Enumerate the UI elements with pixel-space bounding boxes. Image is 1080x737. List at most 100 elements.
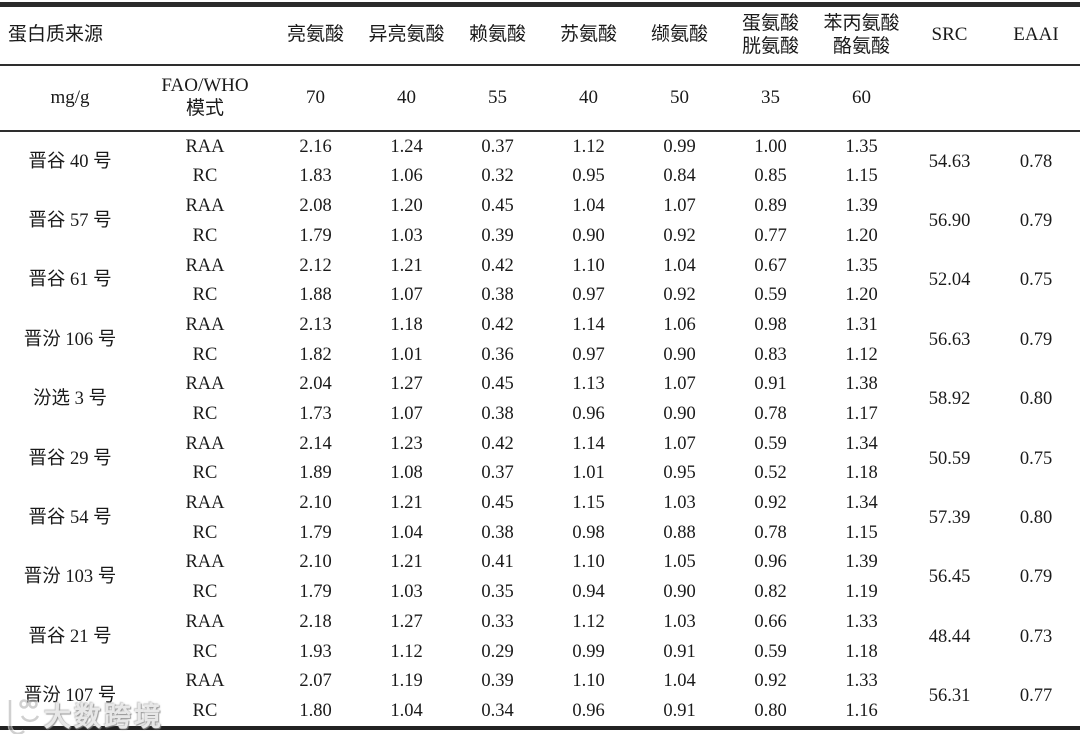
- pattern-value-threonine: 40: [543, 65, 634, 132]
- rc-value: 1.04: [390, 700, 423, 721]
- raa-value: 1.35: [845, 136, 878, 157]
- raa-value: 1.14: [572, 433, 605, 454]
- rc-value: 0.80: [754, 700, 787, 721]
- eaai-value: 0.79: [1019, 567, 1053, 588]
- raa-value: 1.27: [390, 611, 423, 632]
- rc-value: 0.84: [663, 166, 696, 187]
- rc-value: 1.01: [572, 463, 605, 484]
- raa-value: 1.21: [390, 493, 423, 514]
- rc-value: 1.16: [845, 700, 878, 721]
- rc-value: 1.12: [390, 641, 423, 662]
- col-header-leucine: 亮氨酸: [270, 4, 361, 66]
- rc-value: 0.38: [481, 522, 514, 543]
- raa-value: 1.39: [845, 196, 878, 217]
- raa-value: 2.08: [299, 196, 332, 217]
- raa-value: 1.07: [663, 196, 696, 217]
- src-value: 56.63: [928, 329, 971, 350]
- rc-value: 1.19: [845, 582, 878, 603]
- col-header-protein-source: 蛋白质来源: [0, 4, 140, 66]
- col-header-pattern-spacer: [140, 4, 270, 66]
- src-value: 56.31: [928, 686, 971, 707]
- raa-value: 1.05: [663, 552, 696, 573]
- variety-name: 晋谷 57 号: [28, 210, 112, 231]
- raa-value: 1.35: [845, 255, 878, 276]
- table-row-raa: 晋谷 21 号 RAA 2.18 1.27 0.33 1.12 1.03 0.66 1.33 48…: [0, 607, 1080, 647]
- raa-value: 2.10: [299, 493, 332, 514]
- table-row-raa: 晋谷 40 号 RAA 2.16 1.24 0.37 1.12 0.99 1.00 1.35 54…: [0, 131, 1080, 172]
- table-row-rc: RC 1.79 1.03 0.39 0.90 0.92 0.77 1.20: [0, 221, 1080, 251]
- eaai-value: 0.80: [1019, 389, 1053, 410]
- rc-value: 0.36: [481, 344, 514, 365]
- src-value: 58.92: [928, 389, 971, 410]
- raa-value: 1.10: [572, 255, 605, 276]
- eaai-value: 0.80: [1019, 507, 1053, 528]
- rc-value: 0.90: [572, 225, 605, 246]
- rc-value: 0.35: [481, 582, 514, 603]
- table-row-rc: RC 1.73 1.07 0.38 0.96 0.90 0.78 1.17: [0, 399, 1080, 429]
- variety-name: 晋汾 103 号: [23, 567, 117, 588]
- rc-value: 0.88: [663, 522, 696, 543]
- row-type-label: RC: [192, 344, 218, 365]
- unit-label: mg/g: [0, 65, 140, 132]
- rc-value: 0.98: [572, 522, 605, 543]
- rc-value: 0.78: [754, 404, 787, 424]
- row-type-label: RC: [192, 582, 218, 603]
- fao-who-pattern-label: FAO/WHO 模式: [140, 65, 270, 132]
- raa-value: 0.99: [663, 136, 696, 157]
- pattern-value-leucine: 70: [270, 65, 361, 132]
- col-header-threonine: 苏氨酸: [543, 4, 634, 66]
- col-header-isoleucine: 异亮氨酸: [361, 4, 452, 66]
- raa-value: 1.27: [390, 374, 423, 395]
- rc-value: 1.73: [299, 404, 332, 424]
- raa-value: 1.23: [390, 433, 423, 454]
- table-header: 蛋白质来源 亮氨酸 异亮氨酸 赖氨酸 苏氨酸 缬氨酸 蛋氨酸 胱氨酸 苯丙氨酸 …: [0, 4, 1080, 132]
- raa-value: 1.33: [845, 671, 878, 692]
- rc-value: 1.93: [299, 641, 332, 662]
- raa-value: 1.20: [390, 196, 423, 217]
- raa-value: 0.45: [481, 196, 514, 217]
- rc-value: 1.20: [845, 225, 878, 246]
- raa-value: 1.00: [754, 136, 787, 157]
- rc-value: 0.34: [481, 700, 514, 721]
- raa-value: 1.10: [572, 552, 605, 573]
- raa-value: 1.04: [663, 671, 696, 692]
- raa-value: 1.15: [572, 493, 605, 514]
- raa-value: 0.33: [481, 611, 514, 632]
- row-type-label: RC: [192, 641, 218, 662]
- eaai-value: 0.75: [1019, 270, 1053, 291]
- raa-value: 1.39: [845, 552, 878, 573]
- rc-value: 0.82: [754, 582, 787, 603]
- rc-value: 1.89: [299, 463, 332, 484]
- rc-value: 1.15: [845, 522, 878, 543]
- raa-value: 0.41: [481, 552, 514, 573]
- raa-value: 0.59: [754, 433, 787, 454]
- pattern-value-valine: 50: [634, 65, 725, 132]
- rc-value: 0.59: [754, 285, 787, 306]
- table-row-raa: 晋谷 29 号 RAA 2.14 1.23 0.42 1.14 1.07 0.59 1.34 50…: [0, 429, 1080, 469]
- rc-value: 1.79: [299, 522, 332, 543]
- rc-value: 0.92: [663, 225, 696, 246]
- raa-value: 1.12: [572, 136, 605, 157]
- table-row-raa: 晋谷 61 号 RAA 2.12 1.21 0.42 1.10 1.04 0.67 1.35 52…: [0, 251, 1080, 291]
- raa-value: 2.10: [299, 552, 332, 573]
- raa-value: 2.14: [299, 433, 332, 454]
- row-type-label: RC: [192, 285, 218, 306]
- raa-value: 1.13: [572, 374, 605, 395]
- header-row-1: 蛋白质来源 亮氨酸 异亮氨酸 赖氨酸 苏氨酸 缬氨酸 蛋氨酸 胱氨酸 苯丙氨酸 …: [0, 4, 1080, 66]
- rc-value: 0.77: [754, 225, 787, 246]
- rc-value: 0.38: [481, 404, 514, 424]
- raa-value: 0.92: [754, 493, 787, 514]
- rc-value: 0.29: [481, 641, 514, 662]
- raa-value: 1.04: [572, 196, 605, 217]
- rc-value: 0.92: [663, 285, 696, 306]
- src-value: 52.04: [928, 270, 971, 291]
- raa-value: 1.18: [390, 314, 423, 335]
- rc-value: 0.38: [481, 285, 514, 306]
- raa-value: 2.18: [299, 611, 332, 632]
- raa-value: 0.89: [754, 196, 787, 217]
- table-row-rc: RC 1.93 1.12 0.29 0.99 0.91 0.59 1.18: [0, 637, 1080, 667]
- table-row-rc: RC 1.79 1.04 0.38 0.98 0.88 0.78 1.15: [0, 518, 1080, 548]
- raa-value: 1.07: [663, 433, 696, 454]
- raa-value: 1.06: [663, 314, 696, 335]
- rc-value: 0.99: [572, 641, 605, 662]
